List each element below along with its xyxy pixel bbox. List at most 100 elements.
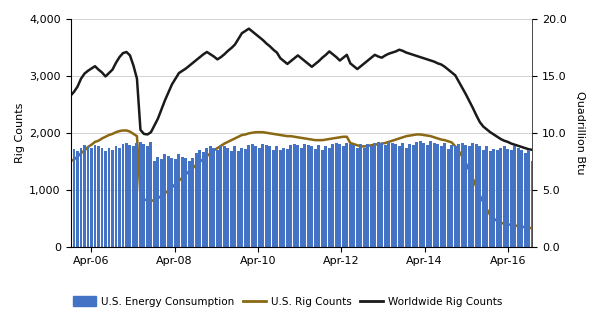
Bar [83,145,86,246]
Bar [76,151,79,246]
Bar [289,145,292,246]
Bar [258,148,261,246]
Bar [380,143,383,246]
Bar [233,146,236,246]
Bar [268,146,271,246]
Bar [149,142,152,246]
Bar [132,146,135,246]
Bar [237,151,240,246]
Bar [440,146,443,246]
Bar [426,145,429,246]
Bar [485,146,488,246]
Bar [307,145,310,246]
Bar [363,148,366,246]
Bar [122,144,124,246]
Bar [142,144,145,246]
Bar [454,146,457,246]
Bar [167,155,170,246]
Bar [90,148,93,246]
Bar [275,146,278,246]
Bar [241,148,244,246]
Bar [283,148,286,246]
Bar [191,158,194,246]
Bar [272,150,275,246]
Bar [517,148,520,246]
Bar [352,145,355,246]
Bar [464,145,467,246]
Bar [153,161,156,246]
Bar [429,141,432,246]
Bar [86,146,89,246]
Bar [342,146,345,246]
Bar [97,146,100,246]
Bar [181,157,184,246]
Bar [310,146,313,246]
Bar [223,146,226,246]
Bar [492,149,495,246]
Bar [128,145,131,246]
Bar [328,148,331,246]
Bar [157,157,160,246]
Bar [304,144,307,246]
Bar [450,145,453,246]
Bar [377,142,380,246]
Bar [391,143,394,246]
Bar [412,145,415,246]
Bar [321,150,324,246]
Bar [335,143,338,246]
Bar [178,155,181,246]
Bar [212,148,215,246]
Bar [359,144,362,246]
Bar [115,146,118,246]
Bar [220,146,223,246]
Bar [475,144,478,246]
Bar [199,150,202,246]
Bar [331,144,334,246]
Bar [513,146,516,246]
Bar [384,145,387,246]
Bar [262,144,265,246]
Bar [317,145,320,246]
Bar [94,145,97,246]
Bar [251,144,254,246]
Bar [443,143,446,246]
Bar [101,148,103,246]
Bar [503,146,506,246]
Bar [436,144,439,246]
Y-axis label: Rig Counts: Rig Counts [15,103,25,163]
Bar [202,152,205,246]
Bar [496,150,499,246]
Bar [286,149,289,246]
Bar [468,146,471,246]
Bar [433,143,436,246]
Bar [370,146,373,246]
Bar [506,149,509,246]
Bar [338,144,341,246]
Bar [296,145,299,246]
Bar [409,144,411,246]
Bar [401,143,404,246]
Bar [388,142,390,246]
Bar [170,158,173,246]
Bar [482,150,485,246]
Bar [447,149,450,246]
Y-axis label: Quadrillion Btu: Quadrillion Btu [575,91,585,174]
Bar [125,143,128,246]
Bar [325,146,328,246]
Bar [367,144,369,246]
Bar [349,144,352,246]
Bar [499,148,502,246]
Legend: U.S. Energy Consumption, U.S. Rig Counts, Worldwide Rig Counts: U.S. Energy Consumption, U.S. Rig Counts… [69,292,507,311]
Bar [118,148,121,246]
Bar [265,145,268,246]
Bar [415,142,418,246]
Bar [510,150,512,246]
Bar [205,148,208,246]
Bar [216,150,219,246]
Bar [279,150,282,246]
Bar [478,146,481,246]
Bar [254,146,257,246]
Bar [146,146,149,246]
Bar [489,151,491,246]
Bar [471,143,474,246]
